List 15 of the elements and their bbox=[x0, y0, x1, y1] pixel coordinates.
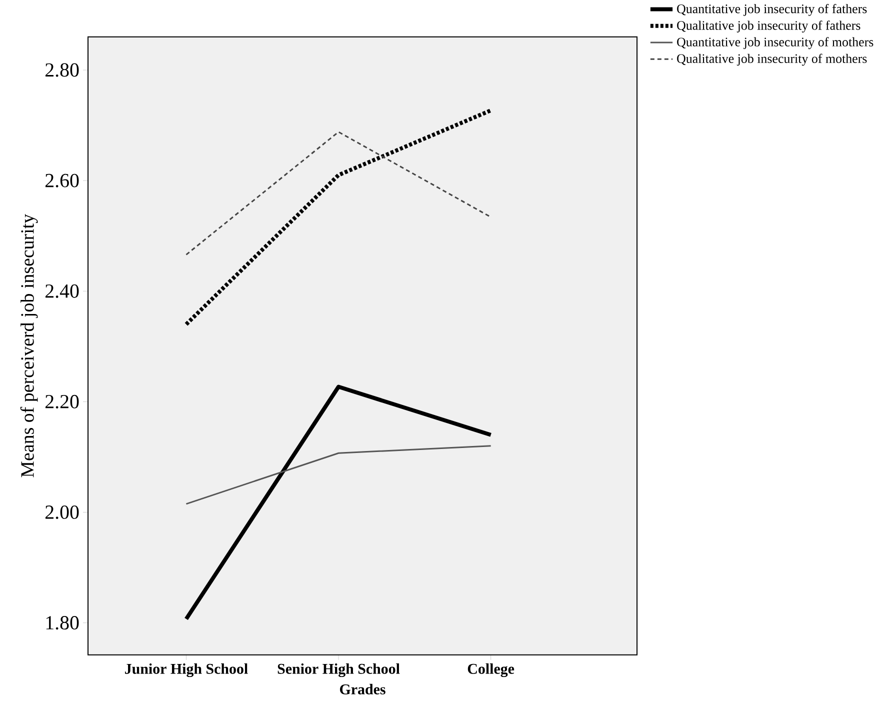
x-tick-label: Junior High School bbox=[125, 663, 248, 678]
y-tick-label: 2.80 bbox=[45, 63, 79, 77]
y-tick-label: 2.40 bbox=[45, 284, 79, 298]
y-axis-title: Means of perceiverd job insecurity bbox=[20, 214, 38, 478]
x-tick-label: Senior High School bbox=[278, 663, 400, 678]
y-tick-label: 2.20 bbox=[45, 395, 79, 409]
legend-label: Quantitative job insecurity of fathers bbox=[677, 4, 867, 16]
x-tick-label: College bbox=[468, 663, 514, 678]
legend-label: Qualitative job insecurity of mothers bbox=[677, 54, 867, 66]
x-axis-title: Grades bbox=[340, 684, 386, 694]
legend-label: Quantitative job insecurity of mothers bbox=[677, 37, 874, 50]
y-tick-label: 2.60 bbox=[45, 174, 79, 188]
y-tick-label: 1.80 bbox=[46, 616, 79, 630]
y-tick-label: 2.00 bbox=[45, 506, 79, 520]
legend-label: Qualitative job insecurity of fathers bbox=[677, 20, 860, 33]
